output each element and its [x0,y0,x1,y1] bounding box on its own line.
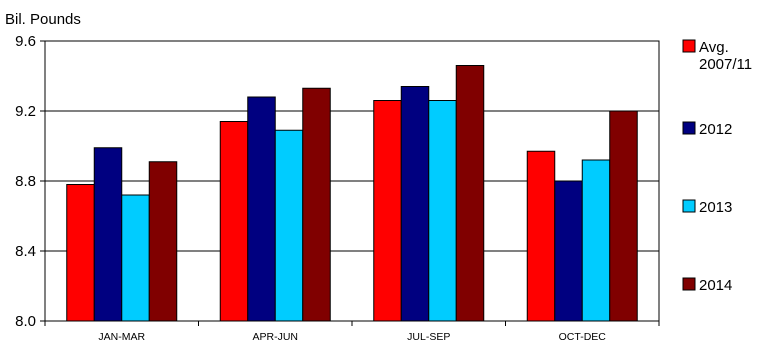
bar-avg-2007-11-jul-sep [373,100,402,322]
y-tick-labels: 9.6 9.2 8.8 8.4 8.0 [15,33,36,330]
legend-label: 2007/11 [699,56,752,73]
bar-2013-jan-mar [121,194,150,322]
legend-swatch [682,277,696,291]
bar-2013-oct-dec [581,159,611,322]
x-tick-label: JUL-SEP [407,331,450,343]
legend-swatch [682,39,696,53]
bar-2012-oct-dec [554,180,583,322]
y-axis-label: Bil. Pounds [5,11,81,28]
bar-2012-apr-jun [247,96,276,322]
bar-avg-2007-11-jan-mar [66,184,95,322]
x-tick-label: APR-JUN [252,331,298,343]
bar-2013-jul-sep [428,100,457,322]
bar-2014-apr-jun [302,87,331,322]
axes [40,40,660,326]
bar-2014-oct-dec [609,110,638,322]
legend-label: 2013 [699,199,732,216]
x-tick-labels: JAN-MAR APR-JUN JUL-SEP OCT-DEC [98,331,606,343]
bar-2012-jul-sep [400,86,430,322]
bar-avg-2007-11-apr-jun [219,121,249,322]
bar-2014-jul-sep [455,65,485,322]
y-tick-label: 9.2 [15,103,36,120]
y-tick-label: 9.6 [15,33,36,50]
legend: Avg.2007/11 2012 2013 2014 [682,39,752,294]
y-tick-label: 8.8 [15,173,36,190]
legend-label: 2012 [699,121,732,138]
legend-swatch [682,121,696,135]
y-tick-label: 8.0 [15,313,36,330]
x-tick-label: OCT-DEC [559,331,607,343]
legend-label: Avg. [699,39,729,56]
y-tick-label: 8.4 [15,243,36,260]
bar-2014-jan-mar [148,161,178,322]
bar-2013-apr-jun [274,129,304,322]
bar-avg-2007-11-oct-dec [526,150,556,322]
legend-label: 2014 [699,277,732,294]
bar-2012-jan-mar [93,147,123,322]
x-tick-label: JAN-MAR [98,331,145,343]
bars [66,65,638,322]
legend-swatch [682,199,696,213]
